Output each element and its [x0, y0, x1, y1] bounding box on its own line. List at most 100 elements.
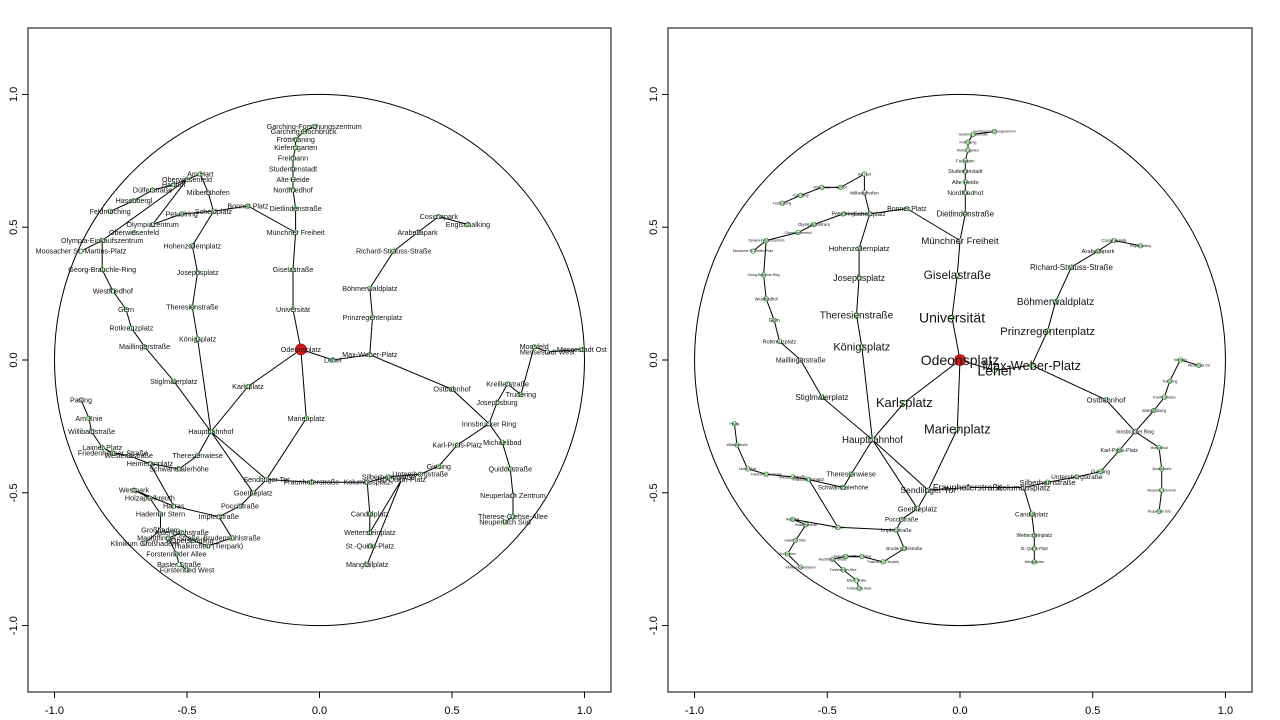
- station-marker: [507, 466, 513, 472]
- station-label: Heimeranplatz: [793, 477, 825, 483]
- station-label: Freimann: [956, 158, 975, 163]
- station-label: Prinzregentenplatz: [343, 313, 403, 322]
- station-label: Rotkreuzplatz: [763, 339, 797, 345]
- station-label: Neuperlach Süd: [1148, 510, 1171, 514]
- station-label: Moosfeld: [520, 342, 549, 351]
- station-label: Kolumbusplatz: [344, 478, 392, 487]
- station-label: Holzapfelkreuth: [795, 523, 817, 527]
- station-marker: [798, 192, 804, 198]
- station-label: Richard-Strauss-Straße: [356, 247, 432, 256]
- y-axis: -1.0 -0.5 0.0 0.5 1.0: [648, 87, 669, 635]
- station-marker: [776, 338, 783, 345]
- station-label: Karl-Preis-Platz: [432, 441, 482, 450]
- station-marker: [300, 128, 307, 135]
- station-marker: [1196, 362, 1202, 368]
- station-marker: [454, 442, 460, 448]
- station-label: Karlsplatz: [876, 395, 933, 410]
- station-label: Münchner Freiheit: [921, 236, 999, 247]
- station-marker: [835, 524, 841, 530]
- station-marker: [176, 561, 182, 568]
- station-marker: [1161, 394, 1168, 400]
- route-line: [173, 505, 219, 518]
- station-label: Innsbrucker Ring: [462, 419, 516, 428]
- station-marker: [237, 503, 243, 509]
- station-label: Haderner Stern: [136, 510, 185, 519]
- station-marker: [1031, 532, 1037, 538]
- station-label: Am Hart: [858, 172, 872, 176]
- station-marker: [189, 537, 195, 544]
- station-marker: [962, 158, 968, 164]
- y-tick-label: -1.0: [8, 616, 20, 635]
- station-label: Obersendling: [171, 536, 214, 545]
- station-label: Harras: [163, 502, 185, 511]
- station-label: St.-Quirin-Platz: [345, 541, 394, 550]
- station-label: Odeonsplatz: [281, 345, 322, 354]
- station-marker: [914, 506, 921, 512]
- station-marker: [149, 221, 156, 228]
- station-marker: [806, 476, 812, 483]
- station-label: Kieferngarten: [957, 148, 979, 152]
- station-marker: [367, 352, 373, 358]
- y-tick-label: 0.0: [8, 352, 20, 367]
- station-label: Rotkreuzplatz: [109, 324, 153, 333]
- station-marker: [364, 561, 370, 568]
- station-label: Messestadt Ost: [557, 345, 607, 354]
- station-label: Gern: [769, 318, 780, 324]
- station-marker: [1044, 479, 1051, 485]
- route-line: [80, 399, 103, 448]
- station-marker: [744, 466, 751, 472]
- station-marker: [250, 490, 256, 496]
- station-marker: [880, 559, 886, 565]
- station-marker: [385, 474, 392, 480]
- station-label: Aidenbachstraße: [834, 555, 858, 559]
- station-marker: [1029, 362, 1035, 368]
- station-label: Giselastraße: [273, 265, 314, 274]
- station-label: Friedenheimer Straße: [751, 472, 782, 476]
- station-label: Michaelibad: [483, 438, 521, 447]
- station-label: Machtlfinger Straße: [819, 557, 847, 561]
- station-marker: [78, 397, 84, 403]
- station-marker: [436, 213, 442, 220]
- station-marker: [763, 296, 769, 302]
- station-marker: [843, 553, 849, 560]
- station-marker: [499, 439, 505, 445]
- station-marker: [792, 537, 799, 544]
- station-label: Garching-Forschungszentrum: [973, 130, 1016, 134]
- station-marker: [856, 275, 862, 281]
- station-marker: [531, 344, 537, 350]
- station-label: Karl-Preis-Platz: [1101, 448, 1139, 454]
- station-marker: [867, 211, 873, 217]
- station-label: Westendstraße: [104, 451, 153, 460]
- y-tick-label: 0.0: [648, 352, 660, 367]
- station-marker: [790, 516, 796, 523]
- station-label: Fraunhoferstraße: [284, 478, 340, 487]
- station-label: Hohenzollernplatz: [829, 244, 890, 253]
- x-tick-label: 0.5: [1085, 705, 1100, 717]
- station-label: Oberwiesenfeld: [785, 230, 812, 235]
- station-label: Implerstraße: [881, 528, 912, 534]
- station-label: Moosacher St.-Martins-Platz: [733, 249, 774, 253]
- station-marker: [1031, 545, 1037, 552]
- station-label: Studentenstadt: [948, 169, 983, 175]
- station-label: Milbertshofen: [187, 188, 230, 197]
- station-marker: [962, 168, 968, 175]
- station-label: Laimer Platz: [82, 443, 122, 452]
- station-marker: [245, 383, 251, 390]
- station-marker: [965, 484, 971, 491]
- station-marker: [861, 171, 868, 177]
- station-marker: [165, 535, 172, 541]
- station-label: Kieferngarten: [274, 143, 317, 152]
- station-label: Bonner Platz: [227, 201, 269, 210]
- station-label: Goetheplatz: [898, 504, 938, 513]
- station-label: Maillingerstraße: [776, 357, 826, 364]
- station-marker: [1177, 357, 1183, 363]
- station-label: Josephsplatz: [177, 268, 219, 277]
- station-marker: [107, 208, 113, 214]
- station-label: Am Knie: [75, 414, 102, 423]
- station-label: Georg-Brauchle-Ring: [68, 265, 136, 274]
- station-marker: [970, 131, 976, 137]
- station-label: Wettersteinplatz: [1016, 533, 1052, 539]
- station-marker: [449, 386, 455, 392]
- station-marker: [544, 349, 551, 355]
- station-marker: [904, 205, 910, 212]
